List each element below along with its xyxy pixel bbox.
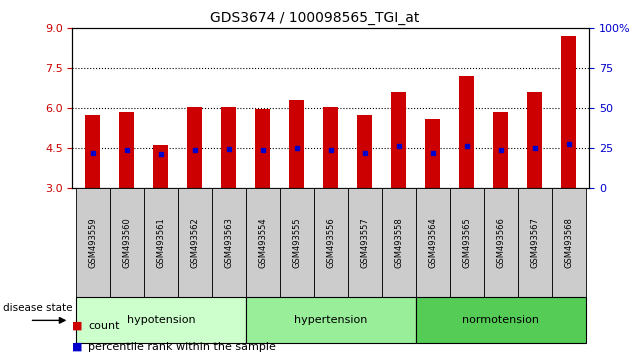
- Text: GSM493561: GSM493561: [156, 217, 165, 268]
- Bar: [212, 188, 246, 297]
- Bar: [178, 188, 212, 297]
- Text: GSM493559: GSM493559: [88, 217, 98, 268]
- Text: hypertension: hypertension: [294, 315, 367, 325]
- Bar: [561, 36, 576, 188]
- Text: ■: ■: [72, 321, 83, 331]
- Text: ■: ■: [72, 342, 83, 352]
- Text: GSM493558: GSM493558: [394, 217, 403, 268]
- Text: GDS3674 / 100098565_TGI_at: GDS3674 / 100098565_TGI_at: [210, 11, 420, 25]
- Bar: [289, 100, 304, 188]
- Bar: [527, 92, 542, 188]
- Bar: [85, 115, 101, 188]
- Bar: [255, 109, 270, 188]
- Bar: [518, 188, 552, 297]
- Text: GSM493568: GSM493568: [564, 217, 573, 268]
- Bar: [382, 188, 416, 297]
- Text: GSM493555: GSM493555: [292, 217, 301, 268]
- Bar: [144, 188, 178, 297]
- Bar: [357, 115, 372, 188]
- Bar: [484, 188, 518, 297]
- Bar: [76, 297, 246, 343]
- Bar: [459, 76, 474, 188]
- Bar: [450, 188, 484, 297]
- Text: hypotension: hypotension: [127, 315, 195, 325]
- Bar: [76, 188, 110, 297]
- Bar: [221, 107, 236, 188]
- Text: GSM493556: GSM493556: [326, 217, 335, 268]
- Bar: [280, 188, 314, 297]
- Bar: [391, 92, 406, 188]
- Text: GSM493562: GSM493562: [190, 217, 199, 268]
- Text: GSM493566: GSM493566: [496, 217, 505, 268]
- Bar: [493, 112, 508, 188]
- Text: GSM493564: GSM493564: [428, 217, 437, 268]
- Bar: [110, 188, 144, 297]
- Bar: [187, 107, 202, 188]
- Text: GSM493554: GSM493554: [258, 217, 267, 268]
- Bar: [416, 297, 586, 343]
- Bar: [246, 188, 280, 297]
- Text: disease state: disease state: [3, 303, 72, 313]
- Bar: [552, 188, 586, 297]
- Bar: [348, 188, 382, 297]
- Bar: [425, 119, 440, 188]
- Bar: [314, 188, 348, 297]
- Text: GSM493567: GSM493567: [530, 217, 539, 268]
- Text: GSM493563: GSM493563: [224, 217, 233, 268]
- Bar: [246, 297, 416, 343]
- Text: GSM493557: GSM493557: [360, 217, 369, 268]
- Text: normotension: normotension: [462, 315, 539, 325]
- Bar: [416, 188, 450, 297]
- Text: count: count: [88, 321, 120, 331]
- Bar: [119, 112, 134, 188]
- Text: GSM493560: GSM493560: [122, 217, 131, 268]
- Text: percentile rank within the sample: percentile rank within the sample: [88, 342, 276, 352]
- Text: GSM493565: GSM493565: [462, 217, 471, 268]
- Bar: [323, 107, 338, 188]
- Bar: [153, 145, 168, 188]
